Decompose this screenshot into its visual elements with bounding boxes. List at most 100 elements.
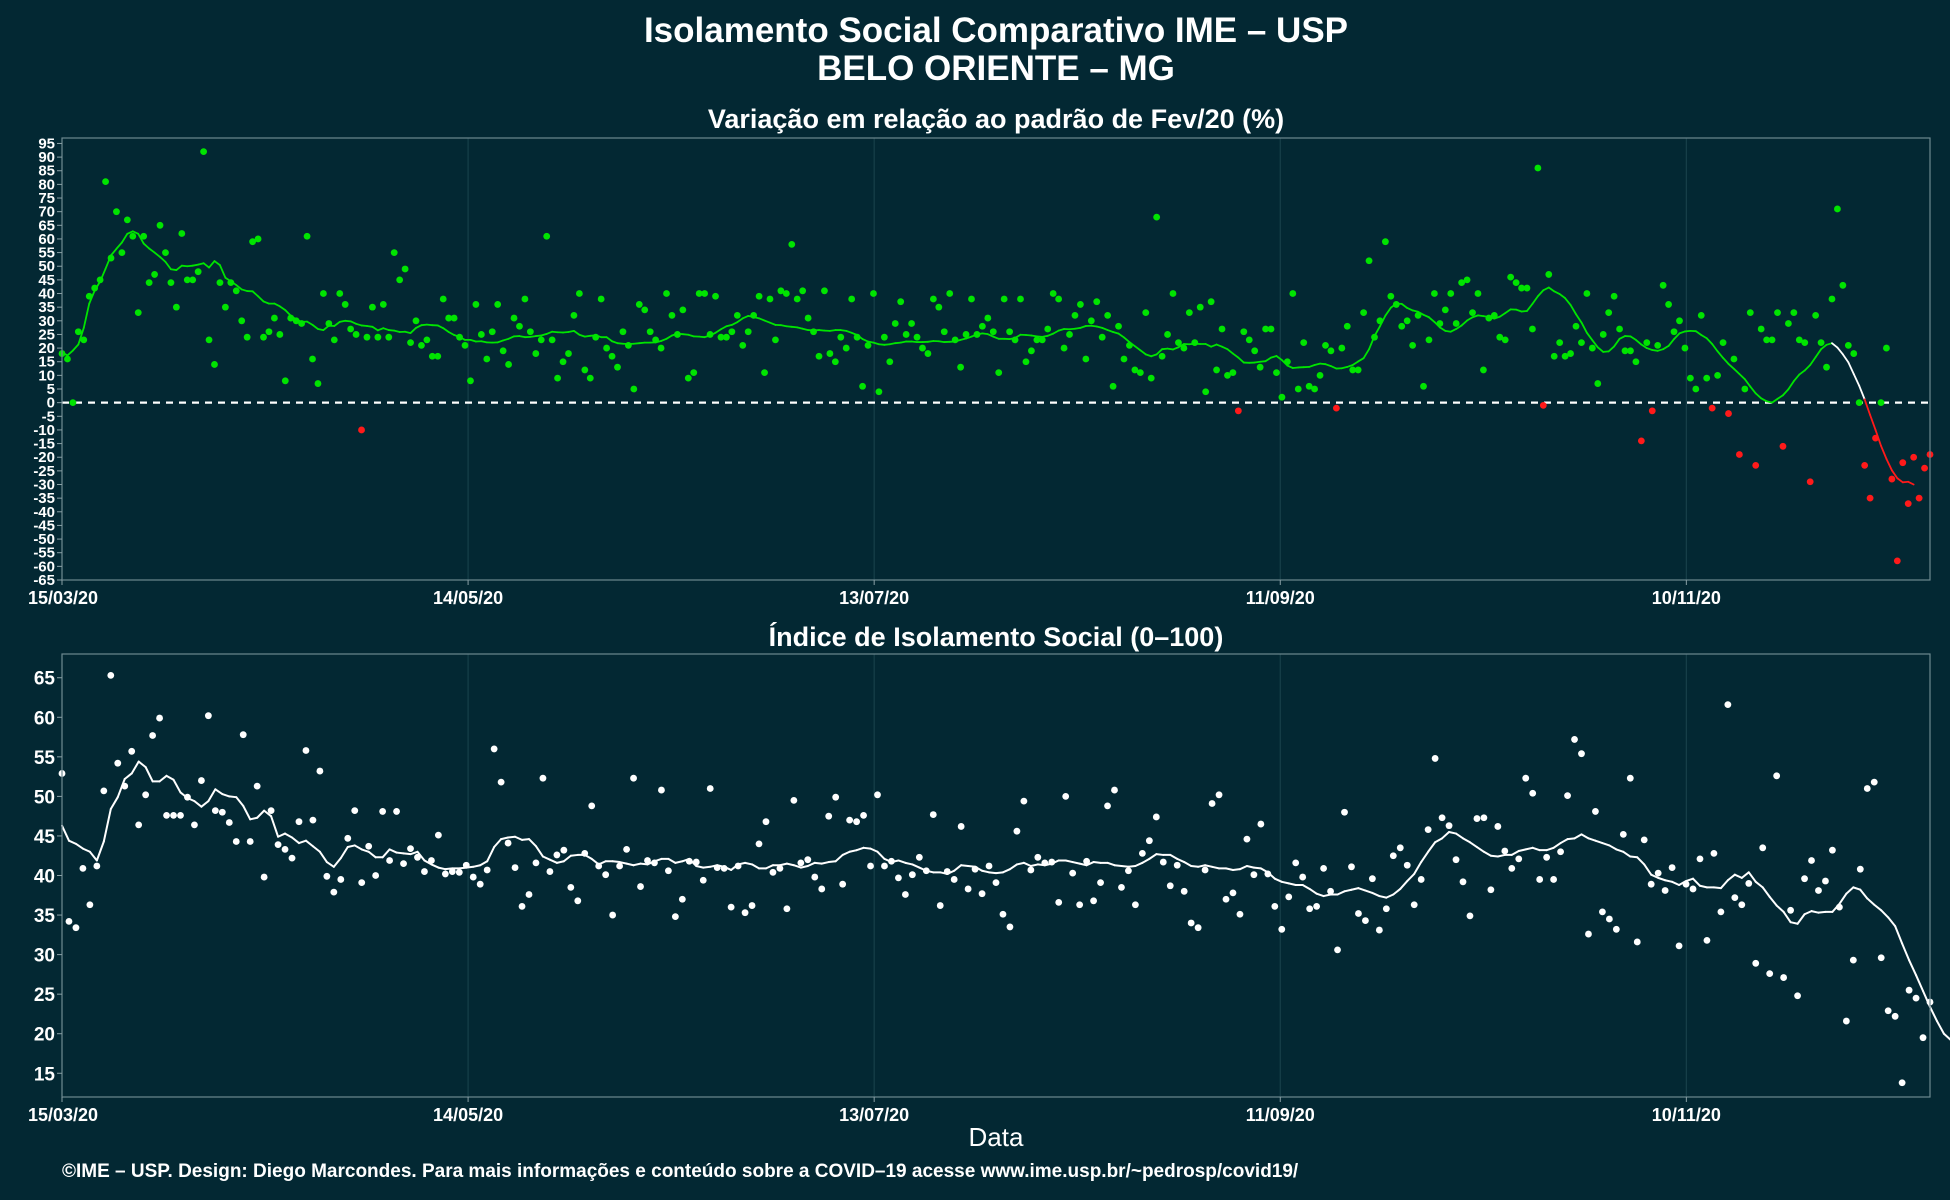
panel-variation-y-ticks: 95908580757065605550454035302520151050-5…	[33, 135, 62, 589]
index-data-point	[1863, 785, 1871, 792]
variation-line-segment	[502, 337, 510, 342]
variation-data-point	[1795, 336, 1803, 344]
variation-data-point	[592, 333, 600, 341]
variation-data-point	[772, 336, 779, 344]
variation-line-segment	[1106, 329, 1114, 333]
variation-data-point	[1507, 273, 1515, 281]
index-line-segment	[1643, 863, 1653, 876]
index-line-segment	[1287, 882, 1297, 886]
variation-data-point	[1022, 358, 1030, 366]
variation-data-point	[276, 331, 284, 338]
variation-data-point	[1202, 388, 1210, 396]
variation-data-point	[1474, 290, 1482, 297]
index-line-segment	[1176, 857, 1186, 864]
variation-line-segment	[1700, 334, 1708, 340]
variation-data-point	[363, 333, 371, 341]
index-data-point	[748, 902, 756, 909]
index-line-segment	[1859, 888, 1869, 900]
variation-data-point	[102, 178, 109, 186]
variation-data-point	[129, 232, 137, 240]
variation-line-segment	[1095, 325, 1104, 329]
variation-data-point	[695, 290, 703, 297]
variation-data-point	[837, 333, 845, 341]
variation-data-point	[951, 336, 959, 344]
index-line-segment	[346, 844, 356, 849]
index-line-segment	[1629, 855, 1639, 859]
variation-data-point	[1164, 331, 1171, 338]
index-data-point	[1808, 857, 1815, 864]
variation-line-segment	[1204, 343, 1213, 348]
variation-line-segment	[382, 327, 390, 331]
variation-data-point	[782, 290, 790, 297]
variation-y-tick-label: 5	[47, 381, 55, 398]
index-data-point	[1236, 910, 1244, 918]
variation-data-point	[401, 265, 409, 273]
variation-line-segment	[142, 242, 151, 250]
variation-line-segment	[1324, 363, 1332, 367]
index-data-point	[1034, 853, 1042, 861]
variation-data-point	[1572, 322, 1580, 330]
variation-data-point	[309, 355, 316, 363]
variation-data-point	[919, 344, 926, 352]
variation-data-point	[537, 336, 545, 344]
variation-data-point	[962, 331, 970, 338]
index-data-point	[1452, 856, 1460, 864]
variation-line-segment	[1825, 342, 1833, 346]
index-line-segment	[1336, 890, 1346, 896]
variation-data-point	[156, 221, 164, 229]
variation-line-segment	[376, 327, 385, 332]
variation-data-point	[145, 279, 153, 287]
index-data-point	[769, 868, 777, 876]
index-line-segment	[1441, 830, 1451, 840]
variation-data-point	[1681, 344, 1689, 352]
index-data-point	[874, 791, 881, 799]
index-data-point	[609, 911, 617, 919]
variation-line-segment	[872, 341, 880, 346]
variation-data-point	[358, 426, 365, 434]
index-data-point	[400, 860, 407, 868]
variation-data-point	[1142, 309, 1150, 317]
index-line-segment	[402, 852, 412, 856]
variation-data-point	[1861, 462, 1869, 469]
variation-data-point	[172, 303, 180, 311]
variation-data-point	[1338, 344, 1346, 352]
index-line-segment	[1929, 1005, 1938, 1023]
variation-data-point	[505, 361, 512, 368]
index-data-point	[915, 853, 923, 861]
variation-data-point	[1578, 339, 1585, 347]
variation-data-point	[1027, 347, 1035, 355]
variation-line-segment	[790, 325, 799, 329]
index-line-segment	[1601, 842, 1611, 847]
index-data-point	[1187, 919, 1195, 927]
index-line-segment	[1719, 879, 1729, 890]
index-line-segment	[1657, 876, 1667, 882]
index-line-segment	[1343, 888, 1353, 893]
index-line-segment	[960, 864, 970, 868]
index-data-point	[1529, 789, 1537, 797]
variation-data-point	[1256, 363, 1264, 371]
index-line-segment	[1789, 921, 1799, 925]
variation-data-point	[374, 333, 382, 341]
variation-line-segment	[1798, 369, 1806, 376]
variation-data-point	[984, 314, 992, 322]
variation-data-point	[1343, 322, 1351, 330]
index-data-point	[1682, 880, 1690, 888]
variation-line-segment	[529, 335, 537, 338]
variation-line-segment	[360, 324, 368, 327]
variation-data-point	[450, 314, 458, 322]
variation-line-segment	[1057, 328, 1065, 332]
index-line-segment	[61, 824, 70, 842]
variation-data-point	[1676, 317, 1683, 325]
variation-data-point	[1011, 336, 1019, 344]
variation-line-segment	[763, 319, 771, 324]
variation-line-segment	[785, 325, 793, 328]
variation-line-segment	[867, 340, 875, 344]
index-line-segment	[1148, 853, 1158, 860]
variation-line-segment	[1177, 343, 1185, 349]
index-line-segment	[1029, 863, 1039, 868]
variation-data-point	[385, 333, 393, 341]
variation-smoothed-line	[61, 230, 1915, 486]
variation-data-point	[1714, 371, 1722, 379]
index-data-point	[1111, 786, 1118, 794]
index-data-point	[1794, 992, 1801, 1000]
